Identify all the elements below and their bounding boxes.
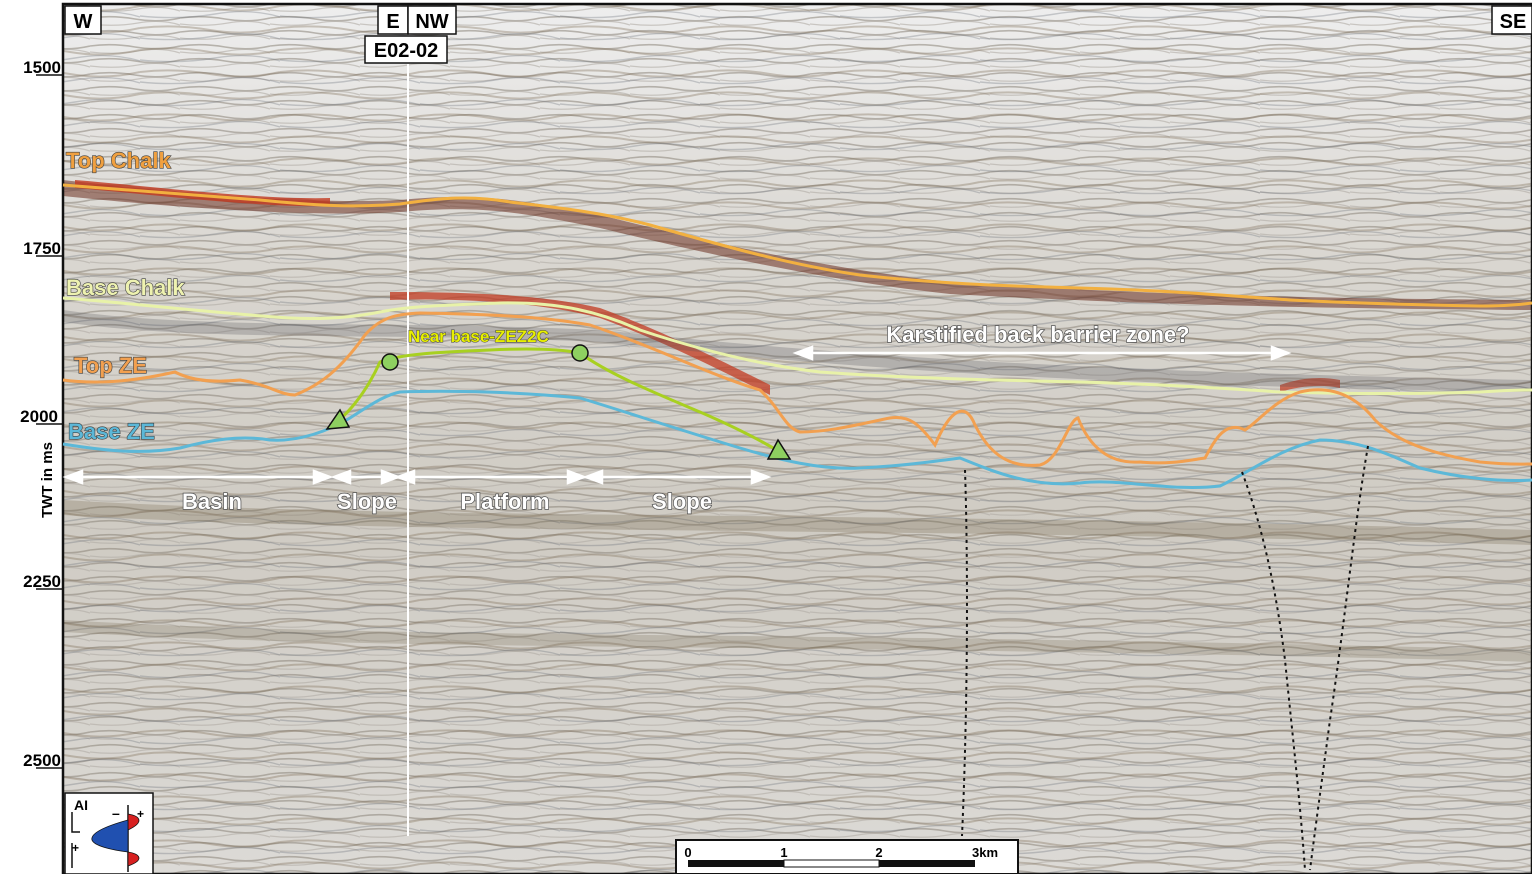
svg-text:E: E bbox=[386, 11, 399, 33]
base-ze-label: Base ZE bbox=[68, 419, 155, 444]
top-chalk-line bbox=[62, 183, 1532, 308]
triangle-marker-right bbox=[766, 438, 792, 460]
top-ze-line bbox=[62, 311, 1532, 467]
zone-label-slope-2: Slope bbox=[652, 489, 712, 514]
scale-label-0: 0 bbox=[684, 845, 691, 860]
zone-label-basin: Basin bbox=[182, 489, 242, 514]
zone-label-karst: Karstified back barrier zone? bbox=[886, 322, 1189, 347]
near-base-zez2c-line bbox=[327, 347, 781, 454]
circle-marker-left bbox=[381, 353, 399, 371]
scale-label-2: 2 bbox=[875, 845, 882, 860]
well-label-box: E02-02 bbox=[364, 35, 448, 64]
top-ze-label: Top ZE bbox=[74, 353, 147, 378]
fault-line-3 bbox=[1309, 445, 1369, 871]
horizon-lines bbox=[62, 183, 1532, 871]
polarity-ai-label: AI bbox=[74, 797, 88, 813]
svg-text:E02-02: E02-02 bbox=[374, 40, 439, 62]
polarity-plus-right: + bbox=[137, 807, 144, 821]
y-axis-title: TWT in ms bbox=[39, 442, 56, 518]
svg-text:NW: NW bbox=[415, 11, 448, 33]
scale-bar: 0 1 2 3km bbox=[675, 839, 1019, 874]
circle-marker-right bbox=[571, 344, 589, 362]
y-tick-2000: 2000 bbox=[20, 407, 58, 426]
y-tick-2500: 2500 bbox=[23, 751, 61, 770]
svg-text:W: W bbox=[74, 11, 93, 33]
zone-label-slope-1: Slope bbox=[337, 489, 397, 514]
zone-label-platform: Platform bbox=[460, 489, 549, 514]
y-axis: 1500 1750 2000 2250 2500 TWT in ms bbox=[20, 58, 63, 770]
zone-arrows bbox=[62, 345, 1292, 485]
triangle-marker-left bbox=[325, 408, 351, 430]
svg-text:SE: SE bbox=[1500, 11, 1527, 33]
y-tick-2250: 2250 bbox=[23, 572, 61, 591]
orientation-box-nw: NW bbox=[407, 5, 457, 35]
polarity-legend: AI + – + bbox=[64, 792, 154, 874]
base-ze-line bbox=[62, 389, 1532, 490]
near-base-zez2c-label: Near base-ZEZ2C bbox=[408, 327, 549, 346]
y-tick-1750: 1750 bbox=[23, 239, 61, 258]
orientation-box-e: E bbox=[377, 5, 409, 35]
pick-markers bbox=[325, 344, 792, 460]
orientation-box-se: SE bbox=[1491, 5, 1532, 35]
polarity-minus: – bbox=[112, 805, 120, 821]
y-tick-1500: 1500 bbox=[23, 58, 61, 77]
scale-label-1: 1 bbox=[780, 845, 787, 860]
base-chalk-line bbox=[62, 296, 1532, 395]
section-frame bbox=[61, 2, 1532, 874]
base-chalk-label: Base Chalk bbox=[66, 275, 185, 300]
scale-label-3km: 3km bbox=[972, 845, 998, 860]
polarity-plus-left: + bbox=[72, 841, 79, 855]
top-chalk-label: Top Chalk bbox=[66, 148, 171, 173]
seismic-background bbox=[63, 4, 1532, 874]
orientation-box-w: W bbox=[64, 5, 102, 35]
